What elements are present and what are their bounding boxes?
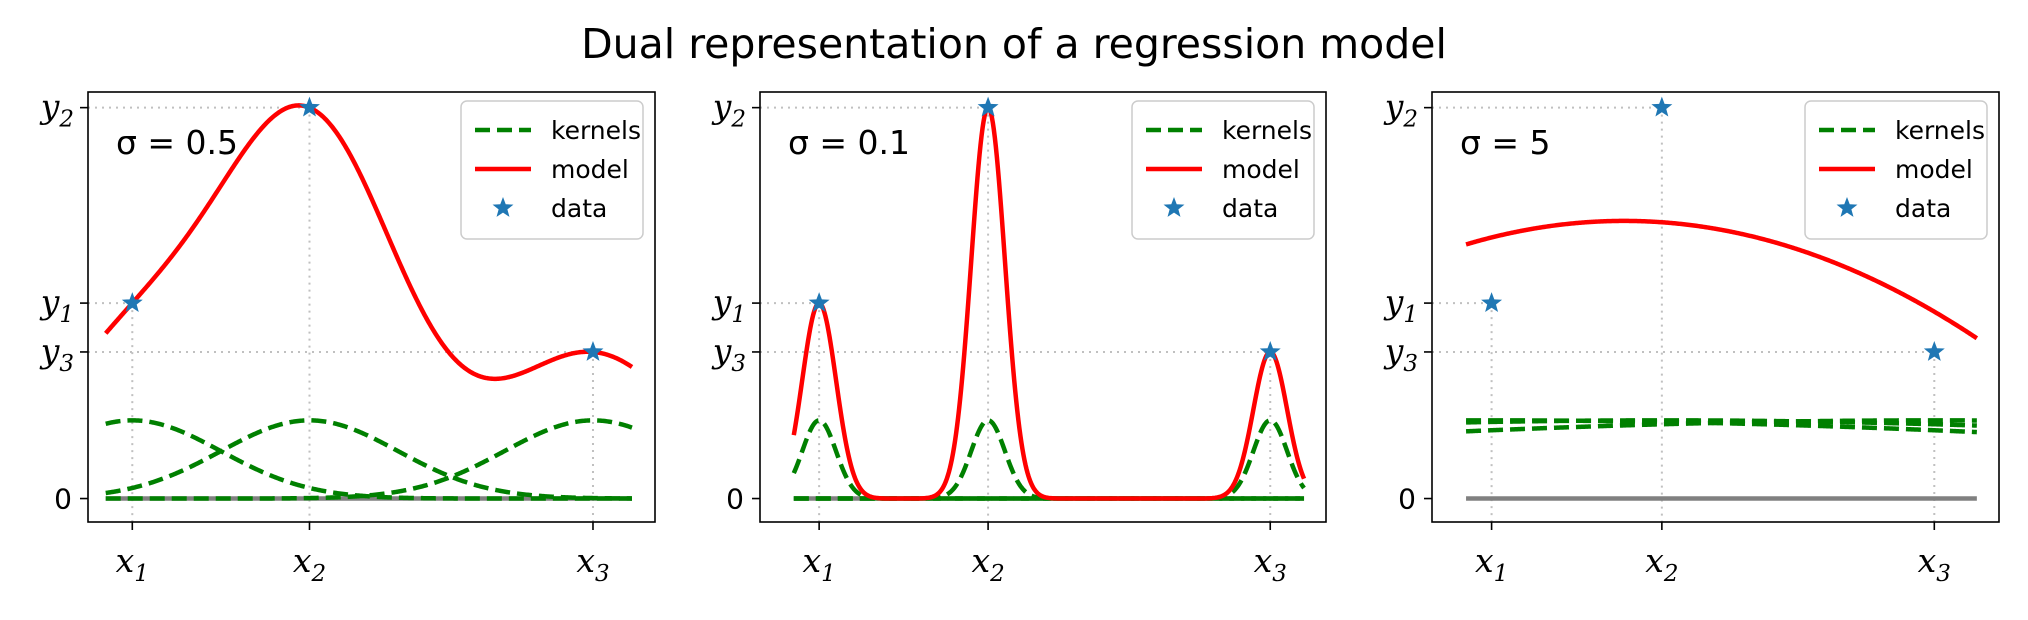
- data-point-2: [977, 96, 999, 117]
- plot-area: [1432, 106, 1979, 522]
- kernel-curve-1: [105, 418, 632, 501]
- sigma-annotation: σ = 0.5: [116, 123, 238, 162]
- data-point-3: [582, 340, 604, 361]
- legend-label-data: data: [551, 194, 607, 223]
- sigma-annotation: σ = 5: [1460, 123, 1551, 162]
- legend-label-kernels: kernels: [1895, 116, 1985, 145]
- legend-swatch-data: [492, 197, 514, 217]
- y-tick-label-3: y1: [711, 282, 746, 328]
- legend-label-data: data: [1895, 194, 1951, 223]
- data-point-2: [299, 96, 320, 117]
- legend-label-model: model: [1895, 155, 1973, 184]
- axes-frame: [87, 91, 656, 523]
- data-point-1: [121, 292, 143, 312]
- legend-label-model: model: [551, 155, 629, 184]
- y-tick-label-2: y2: [711, 87, 746, 133]
- kernel-curve-2: [793, 418, 1305, 501]
- y-tick-label-4: y3: [1383, 331, 1418, 377]
- data-point-1: [808, 292, 830, 312]
- x-tick-label-2: x2: [1645, 541, 1678, 587]
- kernel-curve-3: [1465, 418, 1977, 434]
- x-tick-label-1: x1: [116, 541, 149, 587]
- legend-label-data: data: [1222, 194, 1278, 223]
- legend-label-model: model: [1222, 155, 1300, 184]
- y-tick-label-2: y2: [1383, 87, 1418, 133]
- legend: kernels model data: [1131, 100, 1315, 240]
- x-tick-label-3: x3: [576, 541, 609, 587]
- y-tick-label-2: y2: [39, 87, 74, 133]
- x-tick-label-1: x1: [1475, 541, 1508, 587]
- legend: kernels model data: [460, 100, 644, 240]
- x-tick-label-3: x3: [1254, 541, 1287, 587]
- sigma-annotation: σ = 0.1: [788, 123, 910, 162]
- kernel-curve-2: [105, 418, 632, 501]
- axes-frame: [1431, 91, 2000, 523]
- legend-label-kernels: kernels: [551, 116, 641, 145]
- kernel-curve-1: [791, 418, 1305, 501]
- data-point-3: [1259, 340, 1281, 361]
- model-curve: [791, 105, 1307, 501]
- model-curve: [104, 103, 634, 382]
- kernel-curve-3: [793, 418, 1306, 501]
- legend-swatch-data: [1836, 197, 1858, 217]
- x-tick-label-2: x2: [971, 541, 1004, 587]
- y-tick-label-4: y3: [711, 331, 746, 377]
- data-point-1: [1481, 292, 1503, 312]
- legend-swatch-data: [1163, 197, 1185, 217]
- x-tick-label-3: x3: [1918, 541, 1951, 587]
- y-tick-label-1: 0: [54, 483, 72, 516]
- data-point-3: [1923, 340, 1945, 361]
- y-tick-label-3: y1: [39, 282, 74, 328]
- axes-frame: [759, 91, 1327, 523]
- model-curve: [1465, 218, 1979, 341]
- x-tick-label-2: x2: [293, 541, 326, 587]
- data-point-2: [1651, 96, 1673, 117]
- legend-label-kernels: kernels: [1222, 116, 1312, 145]
- plot-area: [760, 105, 1307, 522]
- plot-area: [88, 103, 634, 522]
- figure-title: Dual representation of a regression mode…: [581, 20, 1447, 68]
- kernel-curve-3: [105, 418, 633, 501]
- x-tick-label-1: x1: [803, 541, 836, 587]
- y-tick-label-3: y1: [1383, 282, 1418, 328]
- y-tick-label-1: 0: [726, 483, 744, 516]
- y-tick-label-4: y3: [39, 331, 74, 377]
- legend: kernels model data: [1804, 100, 1988, 240]
- y-tick-label-1: 0: [1398, 483, 1416, 516]
